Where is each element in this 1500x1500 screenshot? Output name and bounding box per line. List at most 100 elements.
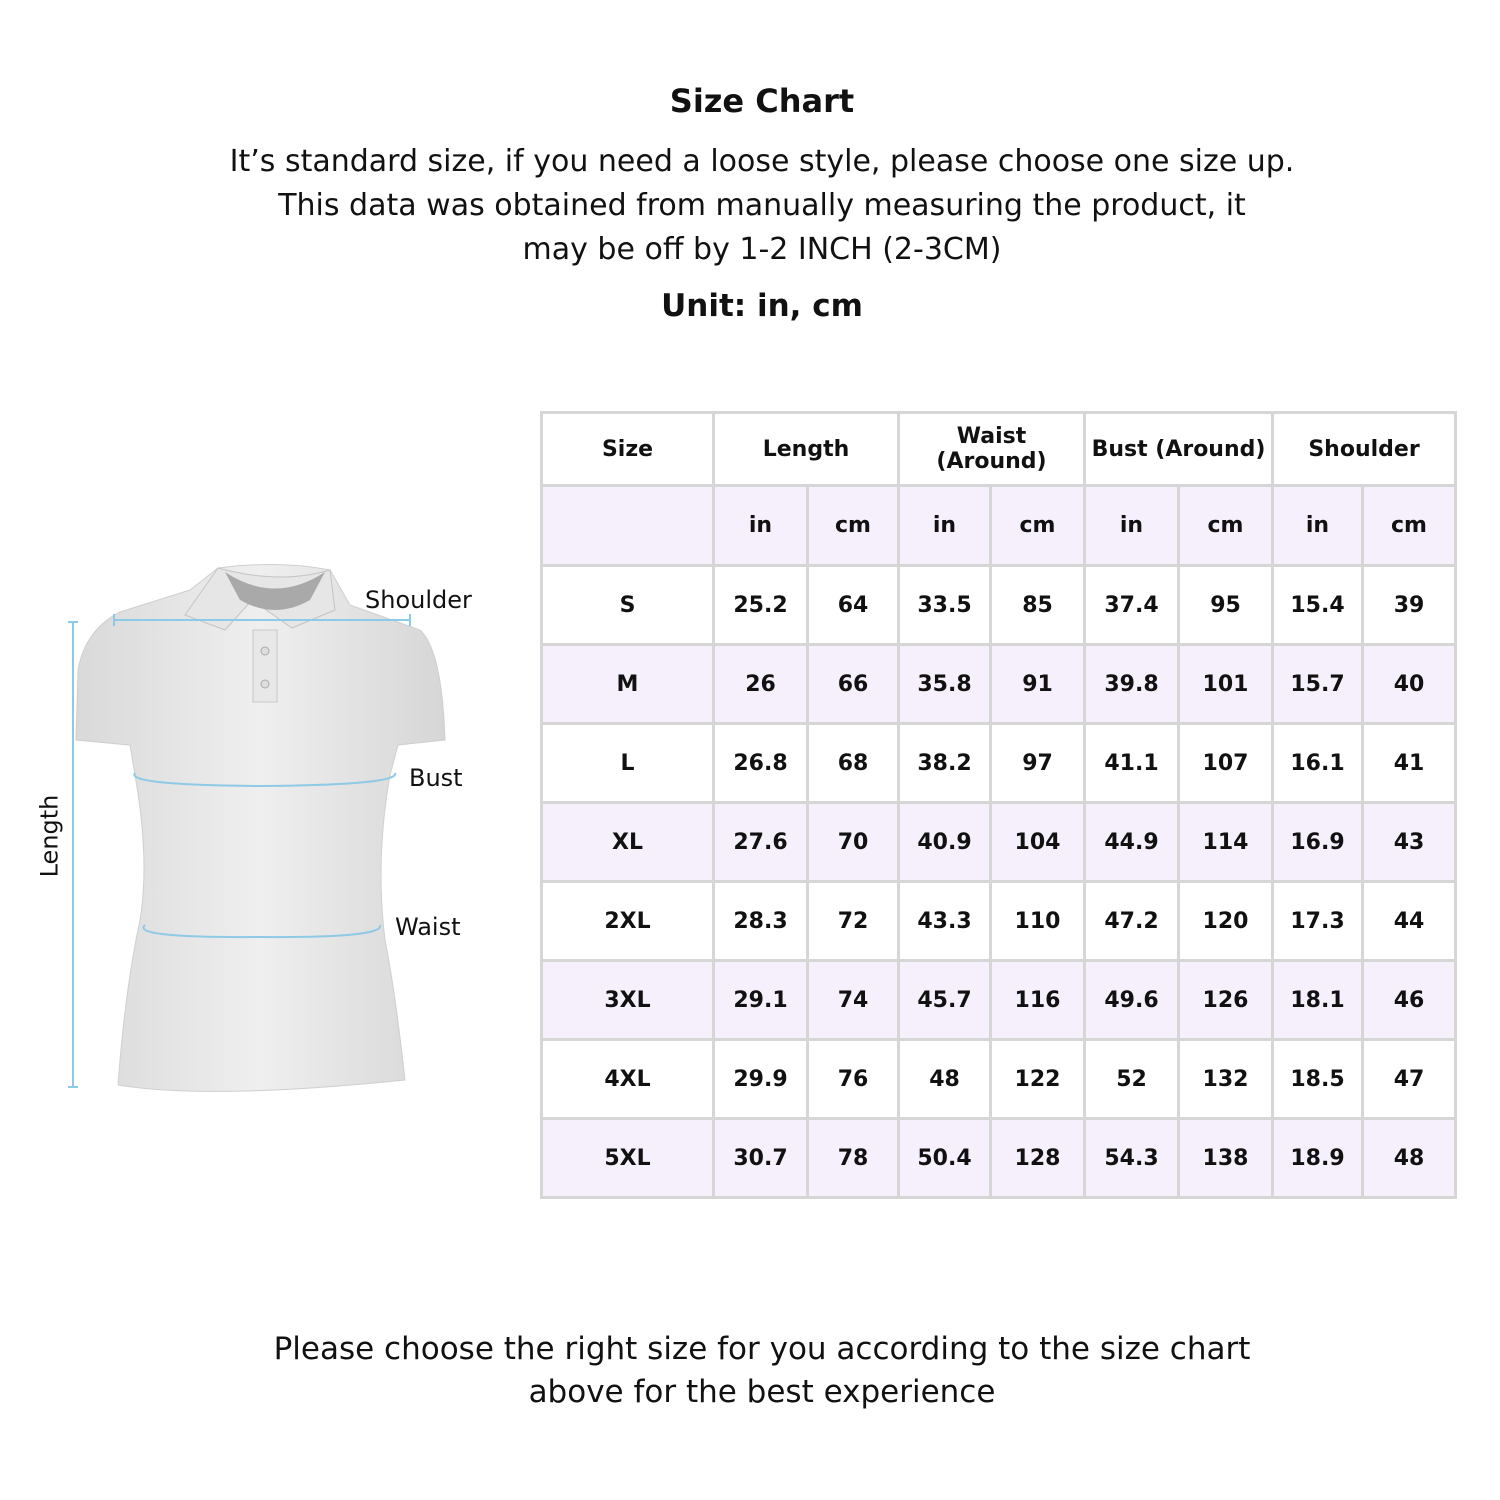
column-header-group: Bust (Around) xyxy=(1083,411,1274,487)
value-cell: 68 xyxy=(806,722,900,804)
value-cell: 138 xyxy=(1177,1117,1274,1199)
value-cell: 39 xyxy=(1361,564,1457,646)
length-label: Length xyxy=(35,794,64,878)
value-cell: 44 xyxy=(1361,880,1457,962)
intro-line: It’s standard size, if you need a loose … xyxy=(229,144,1295,179)
size-cell: 4XL xyxy=(540,1038,715,1120)
value-cell: 15.7 xyxy=(1271,643,1364,725)
value-cell: 114 xyxy=(1177,801,1274,883)
value-cell: 46 xyxy=(1361,959,1457,1041)
table-row: S 25.2 64 33.5 85 37.4 95 15.4 39 xyxy=(540,564,1457,646)
column-header-group: Length xyxy=(712,411,900,487)
unit-header: cm xyxy=(1177,484,1274,567)
footer-text: Please choose the right size for you acc… xyxy=(0,1328,1500,1414)
table-row: 4XL 29.9 76 48 122 52 132 18.5 47 xyxy=(540,1038,1457,1120)
value-cell: 48 xyxy=(1361,1117,1457,1199)
value-cell: 15.4 xyxy=(1271,564,1364,646)
value-cell: 104 xyxy=(989,801,1086,883)
value-cell: 28.3 xyxy=(712,880,809,962)
table-row: M 26 66 35.8 91 39.8 101 15.7 40 xyxy=(540,643,1457,725)
value-cell: 78 xyxy=(806,1117,900,1199)
value-cell: 18.1 xyxy=(1271,959,1364,1041)
value-cell: 76 xyxy=(806,1038,900,1120)
value-cell: 29.1 xyxy=(712,959,809,1041)
value-cell: 70 xyxy=(806,801,900,883)
value-cell: 35.8 xyxy=(897,643,992,725)
table-row: XL 27.6 70 40.9 104 44.9 114 16.9 43 xyxy=(540,801,1457,883)
value-cell: 132 xyxy=(1177,1038,1274,1120)
size-cell: XL xyxy=(540,801,715,883)
value-cell: 25.2 xyxy=(712,564,809,646)
value-cell: 29.9 xyxy=(712,1038,809,1120)
unit-header: cm xyxy=(989,484,1086,567)
size-table: Size Length Waist (Around) Bust (Around) Sho… xyxy=(540,411,1457,1199)
value-cell: 122 xyxy=(989,1038,1086,1120)
value-cell: 91 xyxy=(989,643,1086,725)
table-row: L 26.8 68 38.2 97 41.1 107 16.1 41 xyxy=(540,722,1457,804)
intro-text: It’s standard size, if you need a loose … xyxy=(0,140,1500,272)
value-cell: 17.3 xyxy=(1271,880,1364,962)
shoulder-label: Shoulder xyxy=(365,586,472,614)
value-cell: 30.7 xyxy=(712,1117,809,1199)
size-cell: M xyxy=(540,643,715,725)
value-cell: 43 xyxy=(1361,801,1457,883)
unit-header: in xyxy=(1271,484,1364,567)
value-cell: 126 xyxy=(1177,959,1274,1041)
value-cell: 40 xyxy=(1361,643,1457,725)
value-cell: 41 xyxy=(1361,722,1457,804)
value-cell: 120 xyxy=(1177,880,1274,962)
size-cell: L xyxy=(540,722,715,804)
footer-line: Please choose the right size for you acc… xyxy=(273,1331,1251,1367)
value-cell: 110 xyxy=(989,880,1086,962)
shirt-illustration xyxy=(68,563,446,1092)
size-cell: 3XL xyxy=(540,959,715,1041)
value-cell: 66 xyxy=(806,643,900,725)
value-cell: 37.4 xyxy=(1083,564,1180,646)
value-cell: 44.9 xyxy=(1083,801,1180,883)
value-cell: 33.5 xyxy=(897,564,992,646)
value-cell: 18.5 xyxy=(1271,1038,1364,1120)
table-row: 2XL 28.3 72 43.3 110 47.2 120 17.3 44 xyxy=(540,880,1457,962)
table-row: 3XL 29.1 74 45.7 116 49.6 126 18.1 46 xyxy=(540,959,1457,1041)
unit-header: in xyxy=(897,484,992,567)
value-cell: 26 xyxy=(712,643,809,725)
size-cell: 2XL xyxy=(540,880,715,962)
value-cell: 27.6 xyxy=(712,801,809,883)
unit-label: Unit: in, cm xyxy=(661,288,863,324)
value-cell: 85 xyxy=(989,564,1086,646)
value-cell: 54.3 xyxy=(1083,1117,1180,1199)
empty-cell xyxy=(540,484,715,567)
value-cell: 101 xyxy=(1177,643,1274,725)
value-cell: 52 xyxy=(1083,1038,1180,1120)
bust-label: Bust xyxy=(409,764,463,792)
intro-line: may be off by 1-2 INCH (2-3CM) xyxy=(522,232,1002,267)
value-cell: 74 xyxy=(806,959,900,1041)
column-header-group: Waist (Around) xyxy=(897,411,1086,487)
value-cell: 95 xyxy=(1177,564,1274,646)
table-row: 5XL 30.7 78 50.4 128 54.3 138 18.9 48 xyxy=(540,1117,1457,1199)
shirt-figure: Shoulder Bust Waist Length xyxy=(30,560,480,1100)
value-cell: 64 xyxy=(806,564,900,646)
size-cell: 5XL xyxy=(540,1117,715,1199)
unit-header: in xyxy=(712,484,809,567)
value-cell: 41.1 xyxy=(1083,722,1180,804)
unit-header: cm xyxy=(806,484,900,567)
column-header-group: Shoulder xyxy=(1271,411,1457,487)
value-cell: 128 xyxy=(989,1117,1086,1199)
value-cell: 116 xyxy=(989,959,1086,1041)
value-cell: 47 xyxy=(1361,1038,1457,1120)
waist-label: Waist xyxy=(395,913,461,941)
value-cell: 43.3 xyxy=(897,880,992,962)
intro-line: This data was obtained from manually mea… xyxy=(278,188,1246,223)
value-cell: 47.2 xyxy=(1083,880,1180,962)
value-cell: 40.9 xyxy=(897,801,992,883)
value-cell: 48 xyxy=(897,1038,992,1120)
footer-line: above for the best experience xyxy=(528,1374,996,1410)
value-cell: 45.7 xyxy=(897,959,992,1041)
unit-header: in xyxy=(1083,484,1180,567)
unit-row: in cm in cm in cm in cm xyxy=(540,484,1457,567)
value-cell: 18.9 xyxy=(1271,1117,1364,1199)
value-cell: 72 xyxy=(806,880,900,962)
value-cell: 107 xyxy=(1177,722,1274,804)
value-cell: 38.2 xyxy=(897,722,992,804)
